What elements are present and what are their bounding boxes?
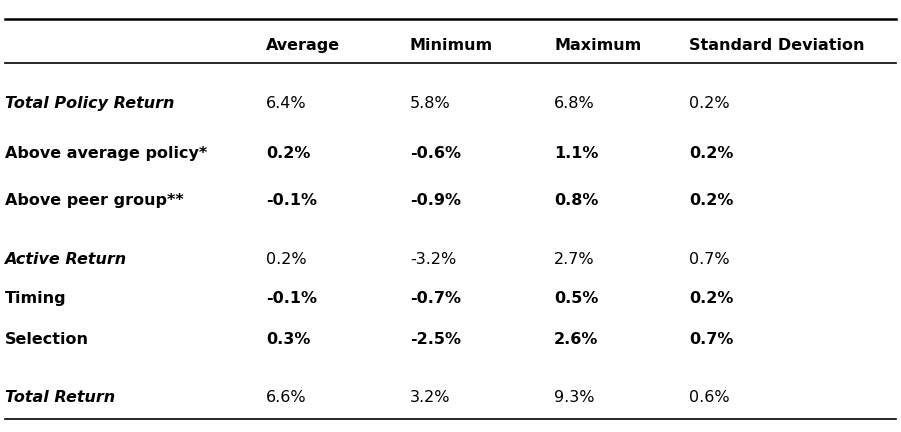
Text: 0.7%: 0.7% — [689, 252, 730, 267]
Text: 2.6%: 2.6% — [554, 332, 598, 346]
Text: -0.9%: -0.9% — [410, 194, 461, 208]
Text: Timing: Timing — [5, 291, 66, 305]
Text: 9.3%: 9.3% — [554, 390, 595, 405]
Text: Maximum: Maximum — [554, 38, 642, 53]
Text: -0.1%: -0.1% — [266, 291, 317, 305]
Text: -0.6%: -0.6% — [410, 146, 461, 161]
Text: 6.4%: 6.4% — [266, 96, 306, 111]
Text: 1.1%: 1.1% — [554, 146, 598, 161]
Text: -2.5%: -2.5% — [410, 332, 461, 346]
Text: Minimum: Minimum — [410, 38, 493, 53]
Text: Total Return: Total Return — [5, 390, 114, 405]
Text: 0.5%: 0.5% — [554, 291, 598, 305]
Text: 0.6%: 0.6% — [689, 390, 730, 405]
Text: Active Return: Active Return — [5, 252, 127, 267]
Text: Selection: Selection — [5, 332, 88, 346]
Text: 0.2%: 0.2% — [266, 146, 310, 161]
Text: 0.2%: 0.2% — [689, 194, 733, 208]
Text: Above average policy*: Above average policy* — [5, 146, 206, 161]
Text: 6.8%: 6.8% — [554, 96, 595, 111]
Text: 0.2%: 0.2% — [689, 291, 733, 305]
Text: -3.2%: -3.2% — [410, 252, 456, 267]
Text: 5.8%: 5.8% — [410, 96, 450, 111]
Text: 2.7%: 2.7% — [554, 252, 595, 267]
Text: Total Policy Return: Total Policy Return — [5, 96, 174, 111]
Text: -0.1%: -0.1% — [266, 194, 317, 208]
Text: 0.7%: 0.7% — [689, 332, 733, 346]
Text: 0.2%: 0.2% — [266, 252, 306, 267]
Text: 0.2%: 0.2% — [689, 96, 730, 111]
Text: 0.3%: 0.3% — [266, 332, 310, 346]
Text: 0.2%: 0.2% — [689, 146, 733, 161]
Text: Standard Deviation: Standard Deviation — [689, 38, 865, 53]
Text: -0.7%: -0.7% — [410, 291, 461, 305]
Text: 3.2%: 3.2% — [410, 390, 450, 405]
Text: 6.6%: 6.6% — [266, 390, 306, 405]
Text: Above peer group**: Above peer group** — [5, 194, 183, 208]
Text: 0.8%: 0.8% — [554, 194, 598, 208]
Text: Average: Average — [266, 38, 340, 53]
